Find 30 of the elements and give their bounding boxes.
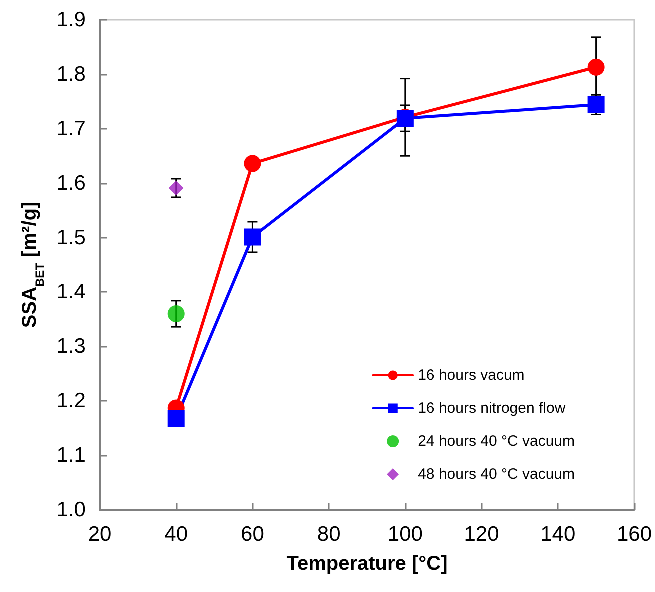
y-tick-label: 1.5 [56, 226, 86, 250]
point [168, 306, 185, 322]
x-axis-title: Temperature [°C] [286, 553, 448, 575]
x-tick-label: 160 [616, 523, 652, 546]
x-tick-label: 100 [388, 523, 423, 546]
y-tick-label: 1.3 [56, 335, 86, 358]
y-tick-label: 1.2 [56, 390, 86, 413]
y-tick-label: 1.7 [56, 117, 86, 140]
point [168, 180, 184, 196]
legend-label: 16 hours vacum [418, 367, 525, 384]
y-tick-label: 1.4 [56, 280, 86, 304]
y-tick-label: 1.1 [56, 444, 86, 468]
point [588, 58, 605, 76]
x-tick-label: 60 [241, 523, 264, 546]
legend-label: 48 hours 40 °C vacuum [418, 466, 576, 483]
y-tick-label: 1.6 [56, 172, 86, 195]
x-tick-label: 120 [464, 523, 500, 546]
legend-label: 16 hours nitrogen flow [418, 400, 566, 417]
x-tick-label: 20 [88, 523, 112, 546]
point [244, 228, 262, 246]
y-tick-label: 1.9 [56, 8, 86, 32]
point [168, 410, 185, 428]
y-tick-label: 1.8 [56, 62, 86, 86]
legend-label: 24 hours 40 °C vacuum [418, 433, 576, 450]
y-tick-label: 1.0 [56, 498, 86, 522]
point [244, 155, 262, 172]
x-tick-label: 140 [540, 523, 576, 546]
x-tick-label: 80 [317, 523, 341, 546]
y-axis-title: SSABET [m²/g] [18, 202, 47, 328]
x-tick-label: 40 [164, 523, 188, 546]
